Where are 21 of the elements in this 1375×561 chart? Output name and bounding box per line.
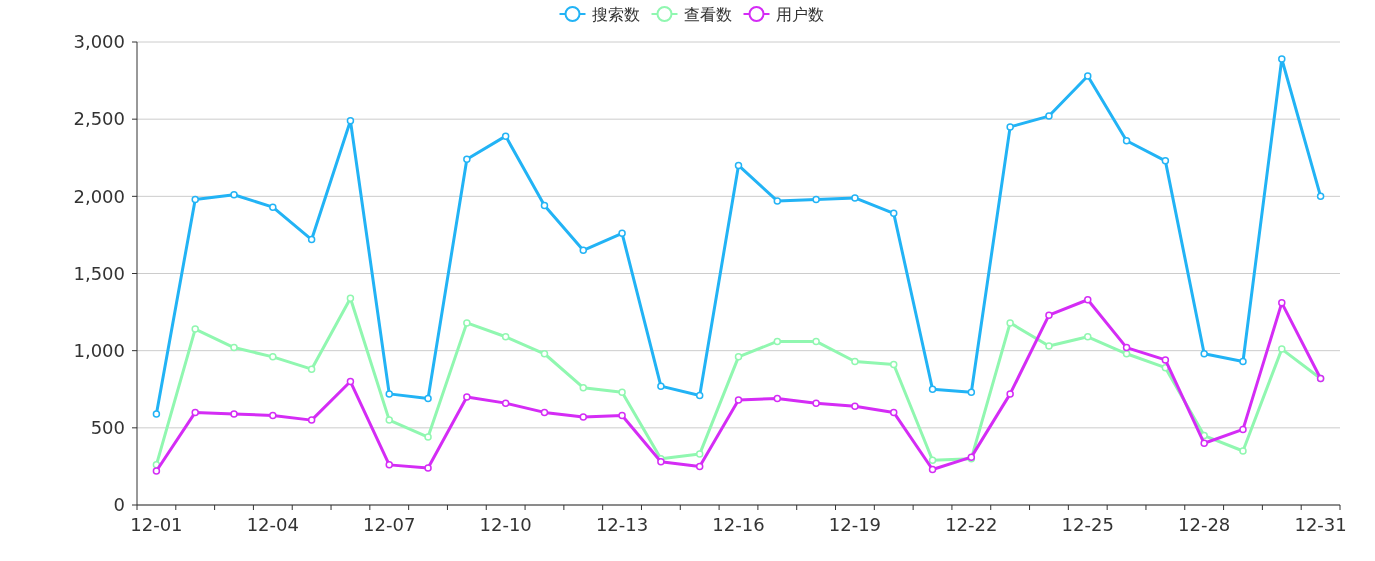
y-tick-label: 2,000 (73, 185, 125, 207)
x-tick-label: 12-28 (1178, 514, 1231, 535)
x-tick-label: 12-19 (828, 514, 882, 535)
y-tick-label: 1,000 (73, 339, 125, 361)
y-tick-label: 1,500 (73, 262, 125, 284)
x-tick-label: 12-01 (130, 514, 183, 535)
legend-label: 查看数 (683, 4, 732, 24)
legend-label: 搜索数 (591, 4, 640, 24)
legend-label: 用户数 (775, 4, 824, 24)
y-tick-label: 3,000 (73, 31, 125, 53)
x-tick-label: 12-10 (479, 514, 532, 535)
x-tick-label: 12-31 (1294, 514, 1347, 535)
x-tick-label: 12-07 (363, 514, 416, 535)
x-tick-label: 12-25 (1061, 514, 1114, 535)
x-tick-label: 12-22 (945, 514, 998, 535)
x-tick-label: 12-04 (246, 514, 299, 535)
y-tick-label: 2,500 (73, 108, 125, 130)
x-tick-label: 12-13 (595, 514, 649, 535)
y-tick-label: 500 (90, 417, 125, 439)
y-tick-label: 0 (113, 494, 125, 516)
x-tick-label: 12-16 (712, 514, 765, 535)
